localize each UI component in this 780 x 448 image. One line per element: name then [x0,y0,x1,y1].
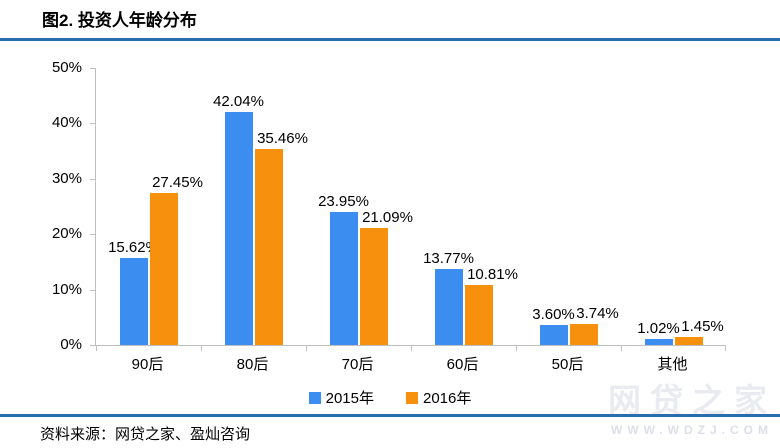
bar-chart-plot-area: 15.62% 27.45% 42.04% 35.46% 23.95% 21.09% 13.7… [90,68,726,351]
x-axis-label-50后: 50后 [551,356,584,373]
data-label-2016年-80后: 35.46% [257,129,308,147]
watermark-url-text: WWW.WDZJ.COM [611,423,773,437]
x-axis-label-80后: 80后 [236,356,269,373]
x-axis-tick [621,345,622,351]
y-axis-tick [90,178,96,180]
data-label-2016年-60后: 10.81% [467,266,518,284]
bar-2015年-80后: 42.04% [213,93,264,345]
y-axis-label-20%: 20% [51,225,82,243]
bar-2015年-90后: 15.62% [108,239,159,345]
data-label-2016年-90后: 27.45% [152,173,203,191]
bar-2015年-其他: 1.02% [637,320,680,345]
bar-2016年-80后: 35.46% [254,130,308,345]
bar-2016年-其他: 1.45% [674,318,724,345]
data-label-2015年-70后: 23.95% [318,193,369,211]
x-axis-label-90后: 90后 [131,356,164,373]
bottom-divider [0,414,780,417]
y-axis-label-10%: 10% [51,280,82,298]
y-axis-label-50%: 50% [51,59,82,76]
bar-2015年-70后: 23.95% [318,193,369,345]
x-axis-tick [201,345,202,351]
y-axis-label-30%: 30% [51,169,82,187]
x-axis-label-其他: 其他 [657,356,688,373]
data-label-2016年-其他: 1.45% [681,317,724,335]
source-note: 资料来源：网贷之家、盈灿咨询 [40,426,251,443]
legend-swatch-2016年 [406,391,418,404]
bar-2016年-60后: 10.81% [464,266,518,345]
x-axis-tick [725,345,726,351]
y-axis-label-40%: 40% [51,114,82,132]
data-label-2015年-其他: 1.02% [637,320,680,338]
x-axis-tick [306,345,307,351]
bar-2016年-50后: 3.74% [569,305,619,345]
bar-2016年-90后: 27.45% [149,174,203,345]
x-axis-tick [96,345,97,351]
data-label-2016年-70后: 21.09% [362,209,413,227]
legend-label-2016年: 2016年 [423,390,472,407]
bar-group-70后: 23.95% 21.09% [306,68,413,345]
x-axis-labels: 90后 80后 70后 60后 50后 其他 [95,353,725,374]
y-axis-tick [90,68,96,69]
y-axis-label-0%: 0% [60,336,82,353]
chart-legend: 2015年 2016年 [0,387,780,408]
y-axis-tick [90,345,96,346]
bar-group-90后: 15.62% 27.45% [96,68,203,345]
x-axis-tick [516,345,517,351]
data-label-2015年-60后: 13.77% [423,249,474,267]
x-axis-label-60后: 60后 [446,356,479,373]
page-title: 图2. 投资人年龄分布 [42,11,197,30]
watermark: 网贷之家 WWW.WDZJ.COM [608,381,776,437]
bar-group-其他: 1.02% 1.45% [621,68,726,345]
data-label-2015年-90后: 15.62% [108,239,159,257]
bar-2015年-60后: 13.77% [423,250,474,345]
x-axis-tick [411,345,412,351]
top-divider [0,38,780,41]
bar-group-50后: 3.60% 3.74% [516,68,621,345]
legend-swatch-2015年 [308,391,321,404]
bar-2015年-50后: 3.60% [532,306,575,345]
bar-2016年-70后: 21.09% [359,209,413,345]
bar-group-80后: 42.04% 35.46% [201,68,308,345]
data-label-2016年-50后: 3.74% [576,305,619,323]
data-label-2015年-50后: 3.60% [532,306,575,324]
legend-item-2015年: 2015年 [308,387,374,408]
legend-label-2015年: 2015年 [325,390,374,407]
y-axis: 50% 40% 30% 20% 10% 0% [0,59,88,353]
y-axis-tick [90,289,96,291]
data-label-2015年-80后: 42.04% [213,93,264,111]
y-axis-tick [90,123,96,125]
y-axis-tick [90,234,96,236]
legend-item-2016年: 2016年 [406,387,471,408]
x-axis-label-70后: 70后 [341,356,374,373]
watermark-logo-text: 网贷之家 [608,382,776,419]
bar-group-60后: 13.77% 10.81% [411,68,518,345]
